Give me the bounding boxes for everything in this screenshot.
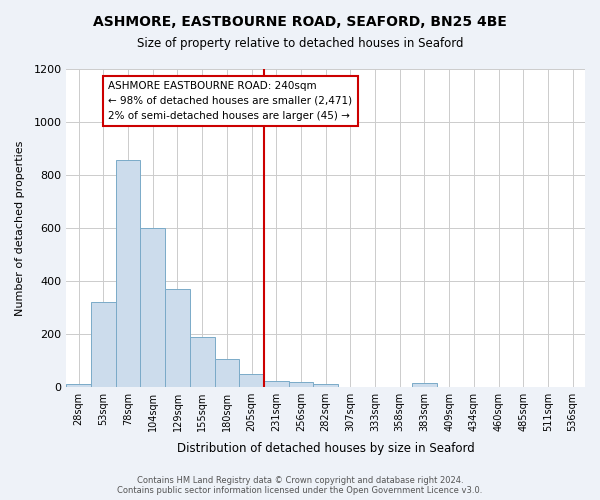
Text: ASHMORE EASTBOURNE ROAD: 240sqm
← 98% of detached houses are smaller (2,471)
2% : ASHMORE EASTBOURNE ROAD: 240sqm ← 98% of… [109,81,352,120]
X-axis label: Distribution of detached houses by size in Seaford: Distribution of detached houses by size … [177,442,475,455]
Bar [140,228,165,386]
Y-axis label: Number of detached properties: Number of detached properties [15,140,25,316]
Text: Contains HM Land Registry data © Crown copyright and database right 2024.
Contai: Contains HM Land Registry data © Crown c… [118,476,482,495]
Text: Size of property relative to detached houses in Seaford: Size of property relative to detached ho… [137,38,463,51]
Bar [165,288,190,386]
Bar [190,337,215,386]
Bar [412,384,437,386]
Bar [67,384,91,386]
Bar [264,382,289,386]
Bar [116,160,140,386]
Text: ASHMORE, EASTBOURNE ROAD, SEAFORD, BN25 4BE: ASHMORE, EASTBOURNE ROAD, SEAFORD, BN25 … [93,15,507,29]
Bar [289,382,313,386]
Bar [215,359,239,386]
Bar [239,374,264,386]
Bar [313,384,338,386]
Bar [91,302,116,386]
